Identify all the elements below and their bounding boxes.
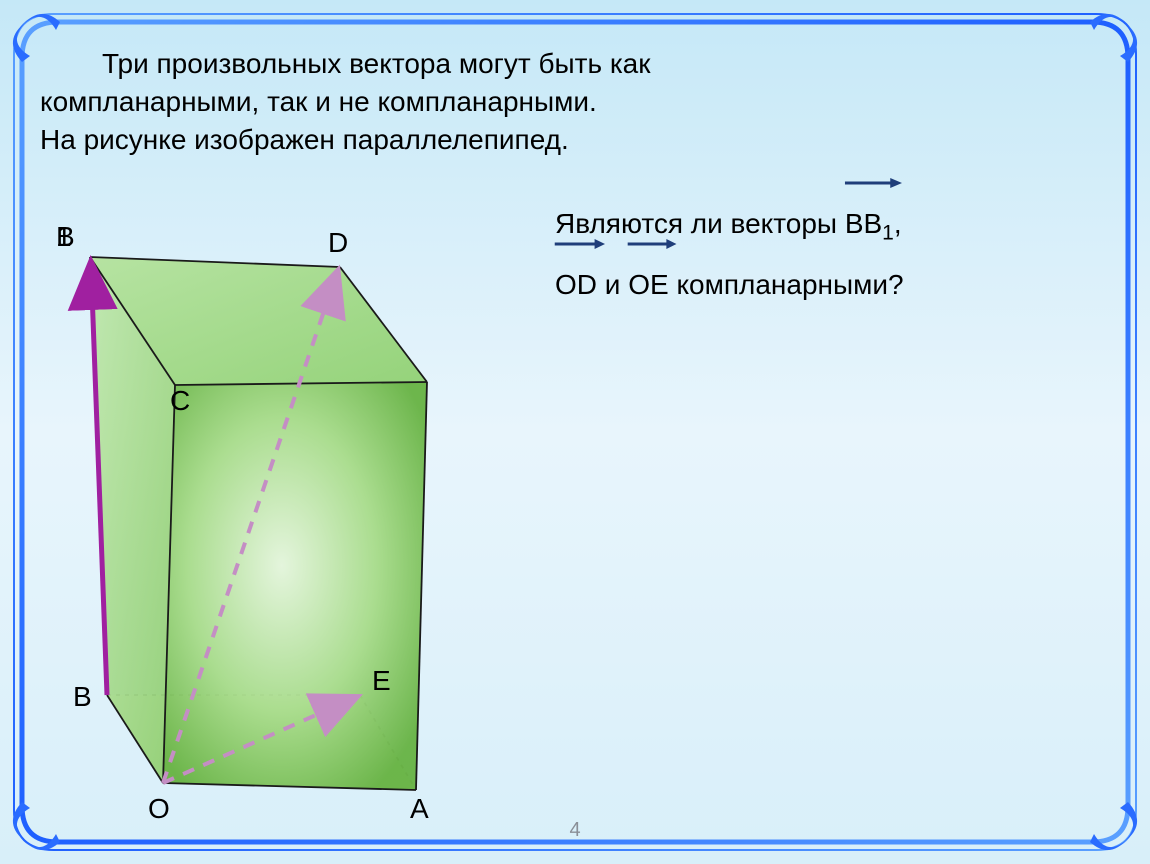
label-B: В bbox=[73, 681, 92, 713]
label-E: Е bbox=[372, 665, 391, 697]
label-C: С bbox=[170, 385, 190, 417]
q-part1: Являются ли векторы bbox=[555, 208, 845, 239]
intro-line-3: На рисунке изображен параллелепипед. bbox=[40, 121, 1110, 159]
vector-od: ОD bbox=[555, 256, 597, 315]
intro-line-2: компланарными, так и не компланарными. bbox=[40, 83, 1110, 121]
page-number: 4 bbox=[0, 819, 1150, 842]
vector-arrow-icon bbox=[843, 175, 902, 189]
label-D: D bbox=[328, 227, 348, 259]
vector-bb1: ВВ1 bbox=[845, 195, 894, 256]
vector-arrow-icon bbox=[626, 236, 676, 250]
parallelepiped-diagram: О А Е В С D В1 bbox=[30, 205, 560, 815]
question-text: Являются ли векторы ВВ1, ОD и ОЕ комплан… bbox=[555, 195, 904, 314]
vector-oe: ОЕ bbox=[628, 256, 668, 315]
face-front bbox=[163, 382, 427, 790]
vector-arrow-icon bbox=[553, 236, 605, 250]
intro-line-1: Три произвольных вектора могут быть как bbox=[40, 45, 1110, 83]
